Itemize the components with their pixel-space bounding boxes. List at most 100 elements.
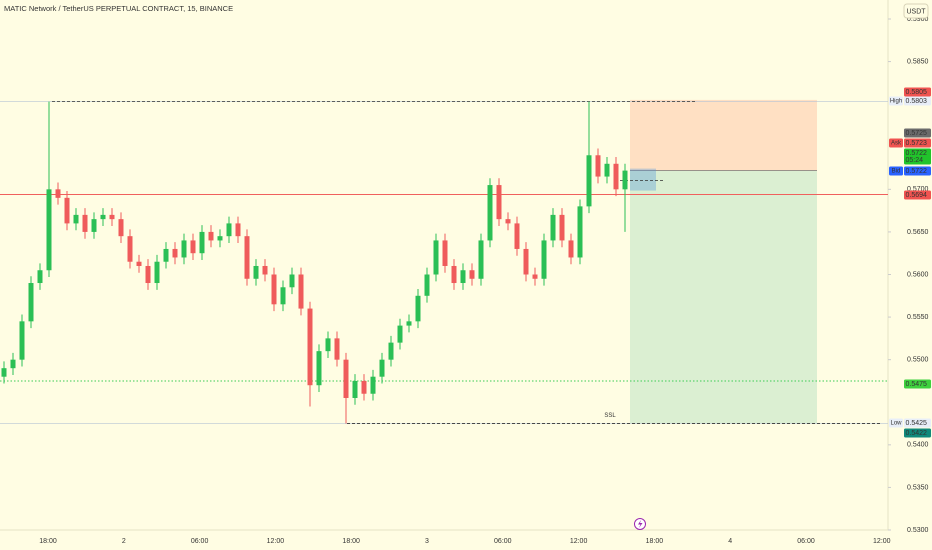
candle-body	[217, 236, 223, 241]
candle-body	[37, 270, 43, 284]
candle-body	[613, 163, 619, 190]
candle-body	[586, 155, 592, 207]
candle-body	[91, 219, 97, 232]
candle-body	[127, 236, 133, 262]
y-tick-label: 0.5850	[907, 58, 929, 65]
currency-button[interactable]	[903, 3, 929, 19]
candle-body	[181, 240, 187, 258]
y-tick-label: 0.5550	[907, 314, 929, 321]
candle-body	[136, 261, 142, 266]
x-tick-label: 18:00	[646, 538, 664, 545]
candle-body	[118, 219, 124, 237]
x-tick-label: 2	[122, 538, 126, 545]
event-icon-bolt	[638, 520, 643, 528]
candle-body	[397, 325, 403, 343]
x-tick-label: 18:00	[342, 538, 360, 545]
candle-body	[19, 321, 25, 360]
price-tag: High	[890, 99, 902, 105]
y-tick-label: 0.5300	[907, 527, 929, 534]
y-tick-label: 0.5600	[907, 271, 929, 278]
x-tick-label: 12:00	[873, 538, 891, 545]
candle-body	[478, 240, 484, 279]
x-tick-label: 06:00	[797, 538, 815, 545]
entry-marker	[630, 168, 656, 191]
candle-body	[487, 185, 493, 241]
x-tick-label: 06:00	[191, 538, 209, 545]
candle-body	[64, 197, 70, 224]
price-label: 0.5475	[906, 381, 928, 388]
candle-body	[577, 206, 583, 258]
candle-body	[523, 248, 529, 275]
price-label-box	[904, 190, 931, 200]
candle-body	[370, 376, 376, 394]
x-tick-label: 3	[425, 538, 429, 545]
candle-body	[388, 342, 394, 360]
price-label: 0.5694	[906, 192, 928, 199]
candle-body	[55, 189, 61, 198]
price-tag-box	[889, 96, 903, 106]
candle-body	[235, 223, 241, 237]
price-tag: Low	[890, 421, 902, 427]
candle-body	[154, 261, 160, 284]
price-tag-box	[889, 418, 903, 428]
price-label-box	[904, 418, 931, 428]
price-label: 0.5725	[906, 130, 928, 137]
candle-body	[379, 359, 385, 377]
candle-body	[262, 265, 268, 275]
chart-layer: 0.5900 0.5850 0.5700 0.5650 0.5600 0.5550 0.55…	[0, 16, 929, 545]
y-tick-label: 0.5500	[907, 357, 929, 364]
candle-body	[244, 236, 250, 279]
candle-body	[352, 380, 358, 398]
candle-body	[82, 214, 88, 232]
price-label-box	[904, 128, 931, 138]
candle-body	[109, 214, 115, 220]
candle-body	[163, 248, 169, 262]
x-tick-label: 06:00	[494, 538, 512, 545]
candle-body	[595, 155, 601, 177]
candle-body	[172, 248, 178, 258]
candle-body	[469, 270, 475, 279]
candle-body	[289, 274, 295, 288]
price-label-box	[904, 96, 931, 106]
position-stop-zone	[630, 99, 817, 171]
candle-body	[550, 214, 556, 241]
price-label-box	[904, 166, 931, 176]
x-tick-label: 12:00	[570, 538, 588, 545]
y-tick-label: 0.5350	[907, 484, 929, 491]
price-label: 0.5803	[906, 98, 928, 105]
candle-body	[298, 274, 304, 309]
candle-body	[280, 287, 286, 305]
candle-body	[46, 189, 52, 271]
countdown: 05:24	[906, 157, 924, 164]
price-tag: Bid	[892, 169, 901, 175]
candle-body	[532, 274, 538, 279]
x-tick-label: 12:00	[267, 538, 285, 545]
price-label-box	[904, 379, 931, 389]
price-tag-box	[889, 138, 903, 148]
price-label: 0.5722	[906, 150, 928, 157]
candle-body	[415, 295, 421, 322]
annotation: SSL	[604, 413, 616, 419]
candle-body	[145, 265, 151, 284]
candle-body	[190, 240, 196, 254]
candle-body	[406, 321, 412, 326]
price-label: 0.5425	[906, 420, 928, 427]
candle-body	[514, 223, 520, 249]
x-tick-label: 18:00	[39, 538, 57, 545]
y-tick-label: 0.5650	[907, 229, 929, 236]
candle-body	[307, 308, 313, 386]
candle-body	[10, 359, 16, 369]
candle-body	[253, 265, 259, 279]
candle-body	[208, 231, 214, 241]
candle-body	[541, 240, 547, 279]
candle-body	[271, 274, 277, 305]
candle-body	[505, 219, 511, 224]
candle-body	[100, 214, 106, 220]
price-label: 0.5722	[906, 168, 928, 175]
candle-body	[451, 265, 457, 284]
candle-body	[199, 231, 205, 254]
candle-body	[496, 185, 502, 220]
price-label: 0.5723	[906, 140, 928, 147]
candle-body	[460, 270, 466, 284]
